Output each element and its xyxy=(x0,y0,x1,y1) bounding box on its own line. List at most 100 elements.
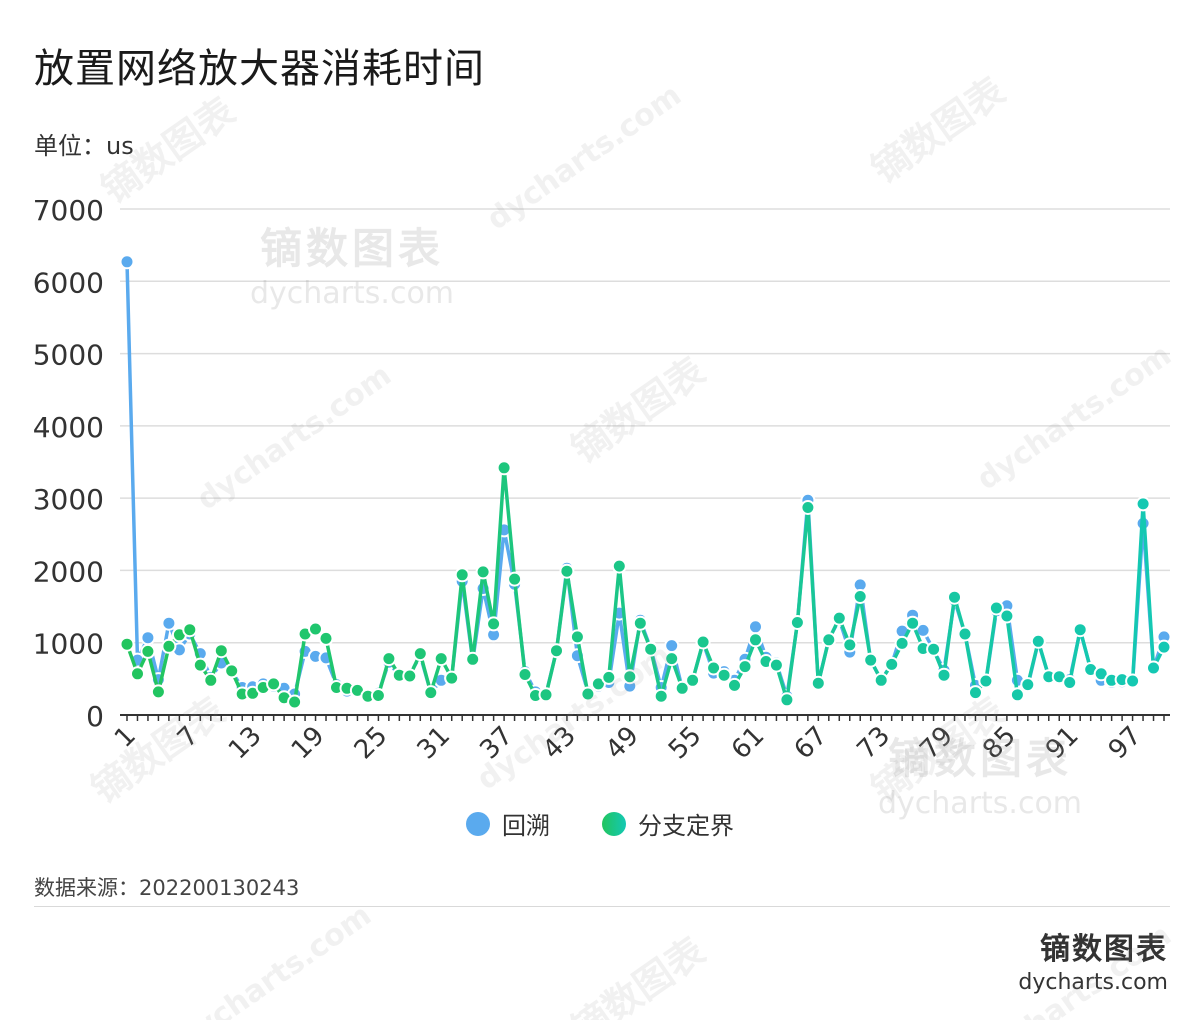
data-point xyxy=(873,672,889,688)
data-source: 数据来源：202200130243 xyxy=(34,876,300,900)
data-point xyxy=(150,684,166,700)
brand-logo[interactable]: 镝数图表 dycharts.com xyxy=(1018,924,1168,995)
x-tick-label: 73 xyxy=(852,721,897,766)
series-line xyxy=(125,466,1166,704)
data-point xyxy=(800,500,816,515)
series-branch-bound xyxy=(119,460,1172,710)
data-point xyxy=(1009,687,1025,703)
x-tick-label: 49 xyxy=(600,721,645,766)
data-point xyxy=(580,686,596,702)
data-point xyxy=(643,641,659,657)
data-point xyxy=(1135,496,1151,512)
data-point xyxy=(318,630,334,646)
data-point xyxy=(1125,673,1141,689)
data-point xyxy=(968,685,983,701)
data-point xyxy=(611,558,627,574)
x-axis xyxy=(120,714,1170,721)
data-point xyxy=(130,666,145,682)
watermark-text: dycharts.com xyxy=(170,897,378,1020)
x-tick-label: 91 xyxy=(1040,721,1085,766)
y-tick-label: 1000 xyxy=(33,628,104,661)
data-point xyxy=(936,667,952,683)
data-point xyxy=(810,675,826,691)
data-point xyxy=(224,663,240,679)
data-point xyxy=(831,610,847,626)
y-tick-label: 6000 xyxy=(33,266,104,299)
data-point xyxy=(192,657,208,673)
footer-divider xyxy=(34,906,1170,907)
data-point xyxy=(716,667,732,683)
data-point xyxy=(727,677,742,693)
data-point xyxy=(653,688,669,704)
x-tick-label: 97 xyxy=(1103,721,1148,766)
data-point xyxy=(852,589,868,604)
y-tick-label: 2000 xyxy=(33,555,104,588)
watermark-text: 镝数图表 xyxy=(563,928,713,1020)
data-point xyxy=(517,667,533,682)
grid-lines xyxy=(120,208,1170,644)
data-point xyxy=(789,615,805,630)
series-group xyxy=(119,254,1172,710)
x-tick-label: 7 xyxy=(172,721,205,754)
data-point xyxy=(926,641,942,657)
data-point xyxy=(119,254,135,270)
x-tick-label: 61 xyxy=(726,721,771,766)
data-point xyxy=(905,615,921,631)
data-point xyxy=(695,634,711,650)
data-point xyxy=(664,638,680,654)
data-point xyxy=(538,687,554,703)
x-tick-label: 37 xyxy=(474,721,519,766)
x-tick-label: 79 xyxy=(914,721,959,766)
unit-label: 单位：us xyxy=(34,132,134,160)
x-tick-label: 31 xyxy=(412,721,457,766)
data-point xyxy=(423,685,439,701)
data-point xyxy=(402,668,418,684)
x-tick-label: 25 xyxy=(349,721,394,766)
y-tick-label: 4000 xyxy=(33,411,104,444)
legend: 回溯 分支定界 xyxy=(0,806,1200,841)
legend-swatch-backtracking xyxy=(466,811,490,836)
data-point xyxy=(287,694,303,710)
data-point xyxy=(1072,622,1088,638)
data-point xyxy=(1146,660,1161,676)
data-point xyxy=(779,692,795,708)
data-point xyxy=(549,643,564,659)
data-point xyxy=(203,672,219,688)
y-axis: 0 1000 2000 3000 4000 5000 6000 7000 xyxy=(33,194,104,733)
x-tick-label: 13 xyxy=(223,721,268,766)
legend-swatch-branch-bound xyxy=(602,811,626,836)
data-point xyxy=(894,635,910,651)
data-point xyxy=(768,657,784,673)
data-point xyxy=(601,669,617,685)
data-point xyxy=(1030,633,1046,649)
x-tick-label: 55 xyxy=(663,721,708,766)
data-point xyxy=(140,643,156,659)
data-point xyxy=(674,680,690,696)
data-point xyxy=(496,460,512,476)
data-point xyxy=(119,636,135,652)
data-point xyxy=(381,651,397,667)
x-tick-label: 67 xyxy=(789,721,834,766)
x-tick-label: 19 xyxy=(286,721,331,766)
data-point xyxy=(486,616,502,632)
data-point xyxy=(737,659,753,675)
data-point xyxy=(412,646,428,662)
data-point xyxy=(748,632,763,648)
data-point xyxy=(1062,675,1078,690)
data-point xyxy=(863,652,879,668)
data-point xyxy=(1156,639,1172,655)
brand-name-cn: 镝数图表 xyxy=(1040,932,1168,967)
legend-item-branch-bound[interactable]: 分支定界 xyxy=(602,806,734,841)
x-tick-label: 85 xyxy=(977,721,1022,766)
legend-item-backtracking[interactable]: 回溯 xyxy=(466,806,550,841)
legend-label-backtracking: 回溯 xyxy=(502,812,550,840)
data-point xyxy=(1020,677,1036,693)
data-point xyxy=(370,688,386,703)
data-point xyxy=(664,651,680,667)
data-point xyxy=(748,619,763,635)
y-tick-label: 0 xyxy=(86,700,104,733)
data-point xyxy=(884,656,900,672)
x-tick-labels: 1 7 13 19 25 31 37 43 49 55 61 67 73 79 85 91 97 xyxy=(109,721,1147,766)
data-point xyxy=(569,629,585,645)
line-chart: 0 1000 2000 3000 4000 5000 6000 7000 1 7 13 19 25 31… xyxy=(33,194,1172,766)
